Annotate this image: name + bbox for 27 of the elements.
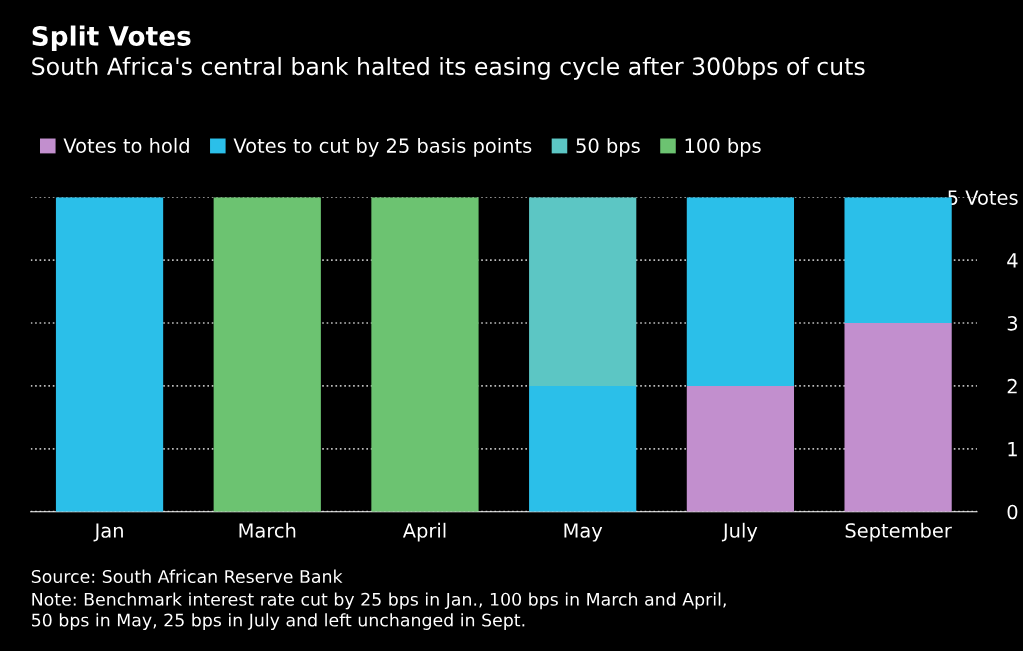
x-tick-label: May — [564, 523, 603, 542]
x-tick-label: March — [239, 522, 296, 538]
x-tick-label: September — [845, 522, 952, 542]
chart-subtitle: South Africa's central bank halted its easing cycle after 300bps of cuts — [32, 56, 865, 80]
bar — [213, 197, 321, 512]
bar — [686, 385, 795, 512]
legend-label: 50 bps — [576, 137, 640, 157]
x-tick-label: April — [402, 522, 446, 542]
y-tick-label: 3 — [1007, 315, 1018, 331]
bar — [844, 323, 952, 512]
bar — [371, 197, 479, 512]
y-tick-label: 0 — [1007, 504, 1018, 520]
y-tick-label: 2 — [1007, 378, 1017, 394]
text: Note: Benchmark interest rate cut by 25 bps in Jan., 100 bps in March and April, 50 bps in May, 25 bps in July and left unchanged in Sept. — [32, 592, 726, 630]
legend-label: 100 bps — [685, 137, 761, 157]
legend-label: Votes to cut by 25 basis points — [233, 137, 532, 157]
y-tick-label: 1 — [1008, 442, 1017, 457]
bar — [529, 385, 637, 512]
source-note: Source: South African Reserve Bank — [31, 569, 343, 584]
bar — [55, 197, 164, 512]
x-tick-label: Jan — [93, 523, 123, 542]
chart-title: Split Votes — [32, 25, 191, 52]
x-tick-label: July — [721, 522, 758, 542]
bar — [686, 197, 795, 386]
bar — [529, 197, 637, 386]
legend-label: Votes to hold — [63, 137, 189, 153]
y-tick-label: 4 — [1007, 253, 1018, 268]
